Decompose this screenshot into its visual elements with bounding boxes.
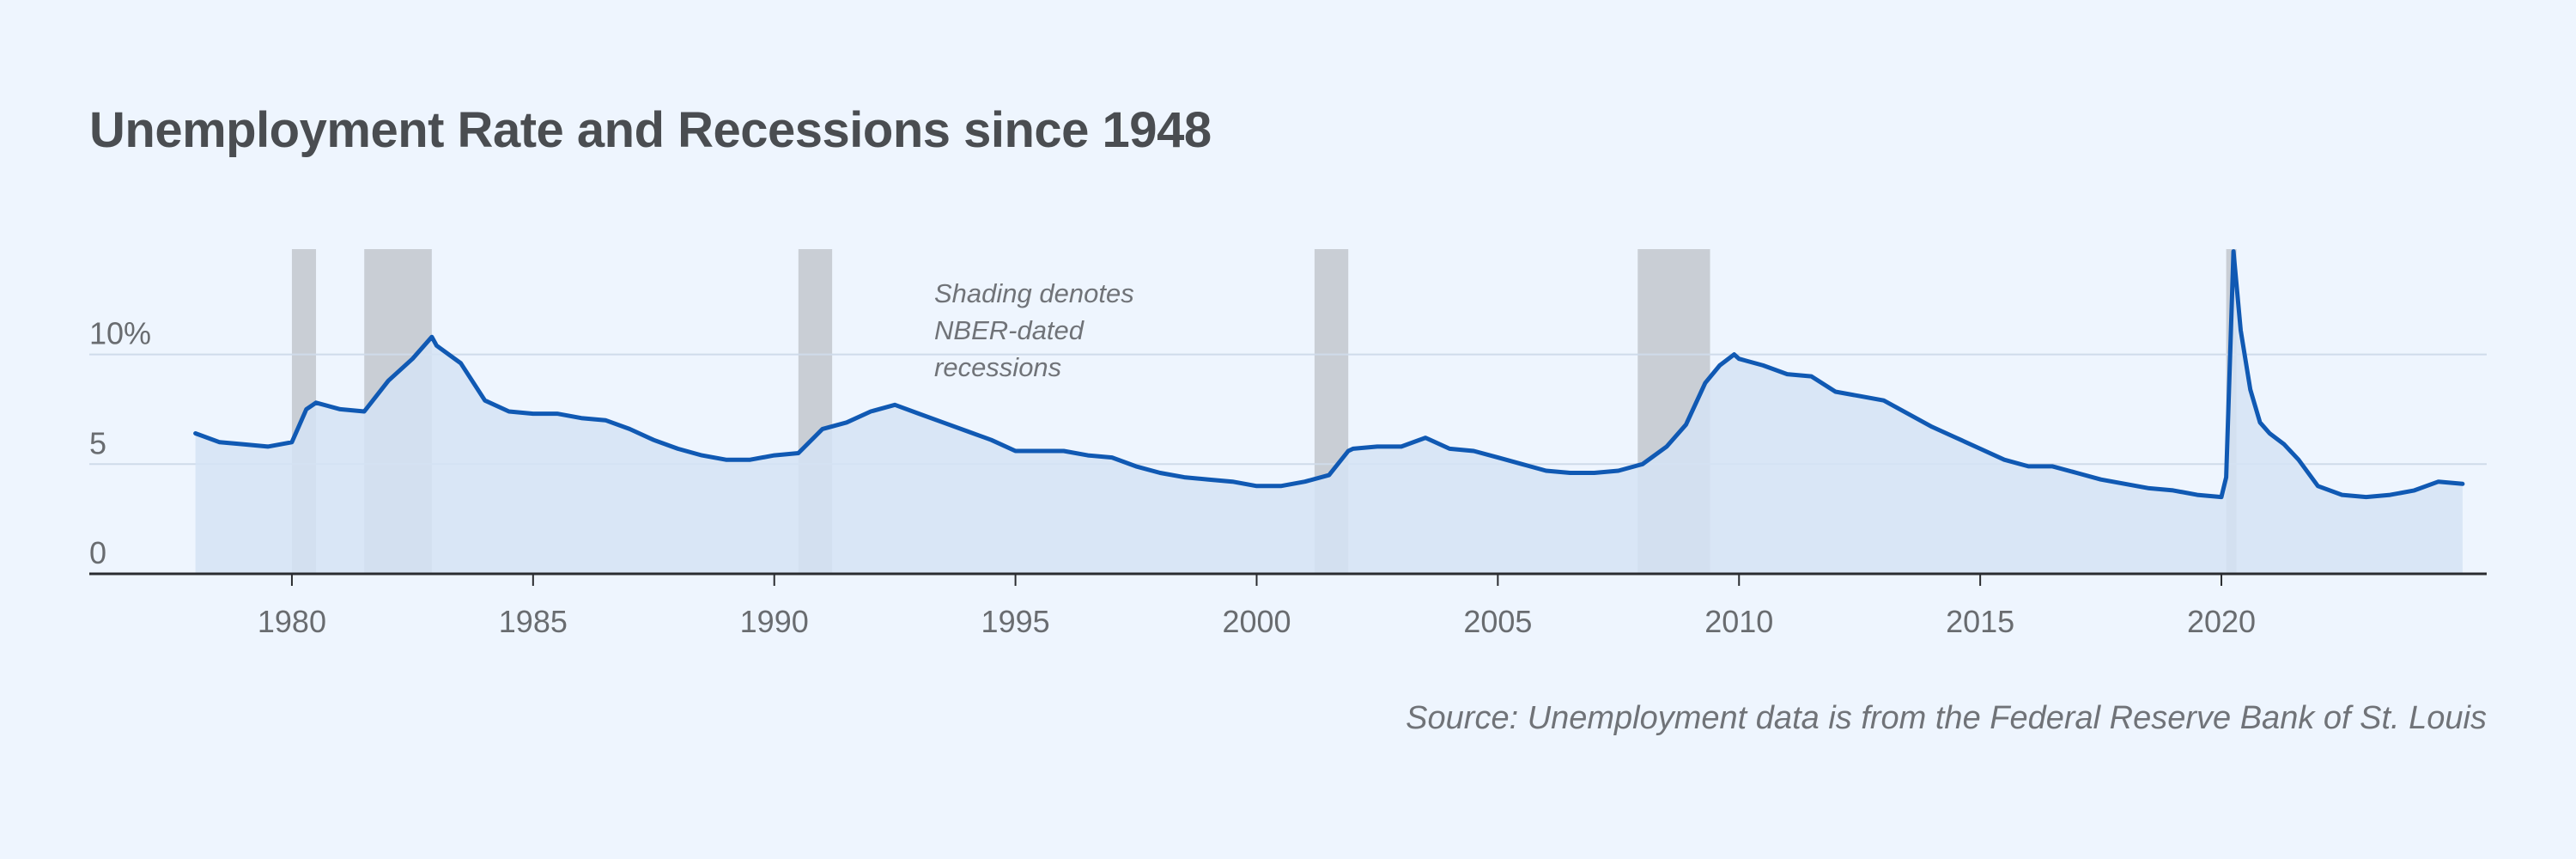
line-layer (193, 249, 2465, 500)
recession-annotation: Shading denotes NBER-dated recessions (934, 278, 1134, 382)
y-tick-label-2: 10% (89, 316, 151, 351)
axis-layer (89, 572, 2487, 586)
annotation-line-2: recessions (934, 352, 1061, 382)
label-layer: 0 5 10% 1980 1985 1990 1995 2000 2005 2010 2015 202… (89, 316, 2256, 639)
annotation-line-0: Shading denotes (934, 278, 1134, 308)
x-tick-label-5: 2005 (1463, 604, 1532, 639)
annotation-line-1: NBER-dated (934, 315, 1085, 345)
x-tick-label-4: 2000 (1222, 604, 1291, 639)
x-tick-label-6: 2010 (1704, 604, 1773, 639)
x-tick-label-1: 1985 (499, 604, 568, 639)
x-tick-label-7: 2015 (1946, 604, 2014, 639)
y-tick-label-0: 0 (89, 535, 106, 570)
series-area (195, 251, 2463, 574)
chart-title: Unemployment Rate and Recessions since 1… (89, 102, 1212, 158)
series-line (193, 249, 2465, 500)
area-layer (195, 251, 2463, 574)
y-tick-label-1: 5 (89, 425, 106, 460)
source-note: Source: Unemployment data is from the Fe… (1406, 700, 2487, 736)
x-tick-label-2: 1990 (740, 604, 809, 639)
x-tick-label-3: 1995 (981, 604, 1050, 639)
x-tick-label-0: 1980 (258, 604, 326, 639)
x-tick-label-8: 2020 (2187, 604, 2256, 639)
